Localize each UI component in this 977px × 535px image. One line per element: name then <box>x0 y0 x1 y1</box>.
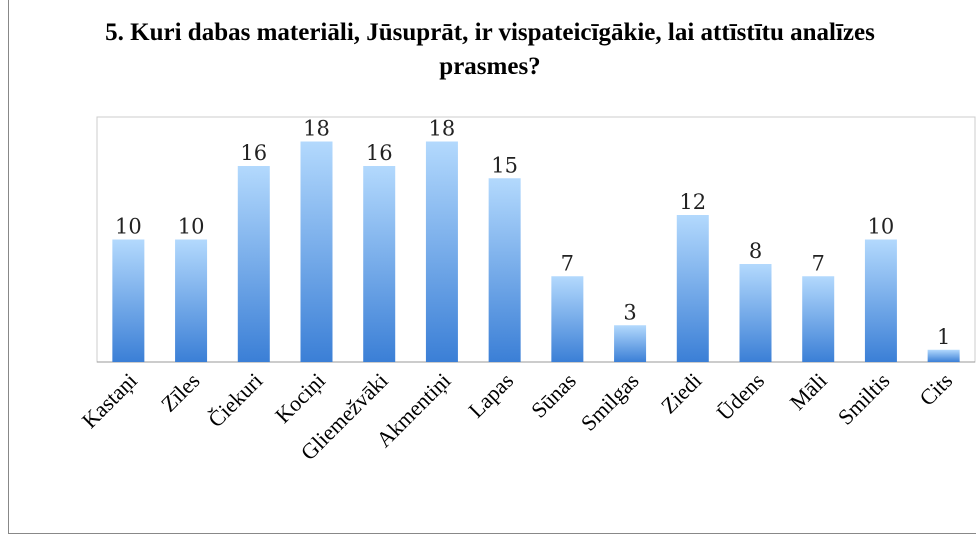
bar <box>175 239 208 362</box>
bar <box>237 166 270 362</box>
chart-frame <box>8 0 976 534</box>
bar <box>927 349 960 362</box>
bar <box>614 325 647 362</box>
x-tick-label: Lapas <box>463 368 518 423</box>
x-tick-label: Smilgas <box>576 368 644 436</box>
data-label: 18 <box>303 117 330 141</box>
x-tick-label: Cits <box>914 368 957 411</box>
data-label: 8 <box>749 239 762 263</box>
bar <box>551 276 584 362</box>
bar <box>112 239 145 362</box>
data-label: 10 <box>178 215 205 239</box>
data-label: 10 <box>868 215 895 239</box>
chart-title: 5. Kuri dabas materiāli, Jūsuprāt, ir vi… <box>105 19 875 80</box>
x-tick-label: Smiltis <box>833 368 895 430</box>
x-tick-label: Kociņi <box>270 368 330 428</box>
plot-area <box>96 116 976 363</box>
x-tick-label: Zīles <box>156 368 205 417</box>
data-label: 16 <box>366 141 393 165</box>
data-label: 12 <box>679 190 706 214</box>
x-tick-label: Ziedi <box>656 368 707 419</box>
bar <box>739 264 772 362</box>
bar <box>676 215 709 362</box>
bar <box>864 239 897 362</box>
data-label: 1 <box>937 325 950 349</box>
bar <box>425 141 458 362</box>
x-tick-label: Māli <box>785 368 832 415</box>
data-label: 18 <box>429 117 456 141</box>
bar <box>488 178 521 362</box>
data-label: 16 <box>240 141 267 165</box>
data-label: 3 <box>623 300 636 324</box>
x-tick-label: Čiekuri <box>203 368 267 432</box>
bar <box>300 141 333 362</box>
x-tick-label: Kastaņi <box>77 368 142 433</box>
bar <box>363 166 396 362</box>
x-tick-label: Ūdens <box>712 368 769 425</box>
data-label: 15 <box>491 153 518 177</box>
bar <box>802 276 835 362</box>
data-label: 7 <box>561 251 574 275</box>
x-tick-label: Sūnas <box>526 368 581 423</box>
data-label: 10 <box>115 215 142 239</box>
data-label: 7 <box>812 251 825 275</box>
